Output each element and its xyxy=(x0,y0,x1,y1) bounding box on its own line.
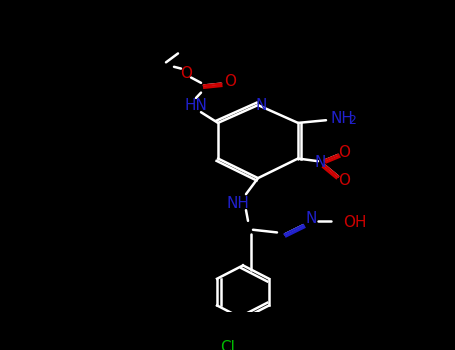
Text: O: O xyxy=(180,65,192,80)
Text: O: O xyxy=(338,173,350,188)
Text: OH: OH xyxy=(343,215,366,230)
Text: O: O xyxy=(224,74,236,89)
Text: N: N xyxy=(314,155,326,170)
Text: NH: NH xyxy=(227,196,249,211)
Text: 2: 2 xyxy=(348,114,356,127)
Text: N: N xyxy=(305,211,317,226)
Text: O: O xyxy=(338,145,350,160)
Text: N: N xyxy=(255,98,267,113)
Text: HN: HN xyxy=(185,98,207,113)
Text: NH: NH xyxy=(331,111,354,126)
Text: Cl: Cl xyxy=(221,340,235,350)
